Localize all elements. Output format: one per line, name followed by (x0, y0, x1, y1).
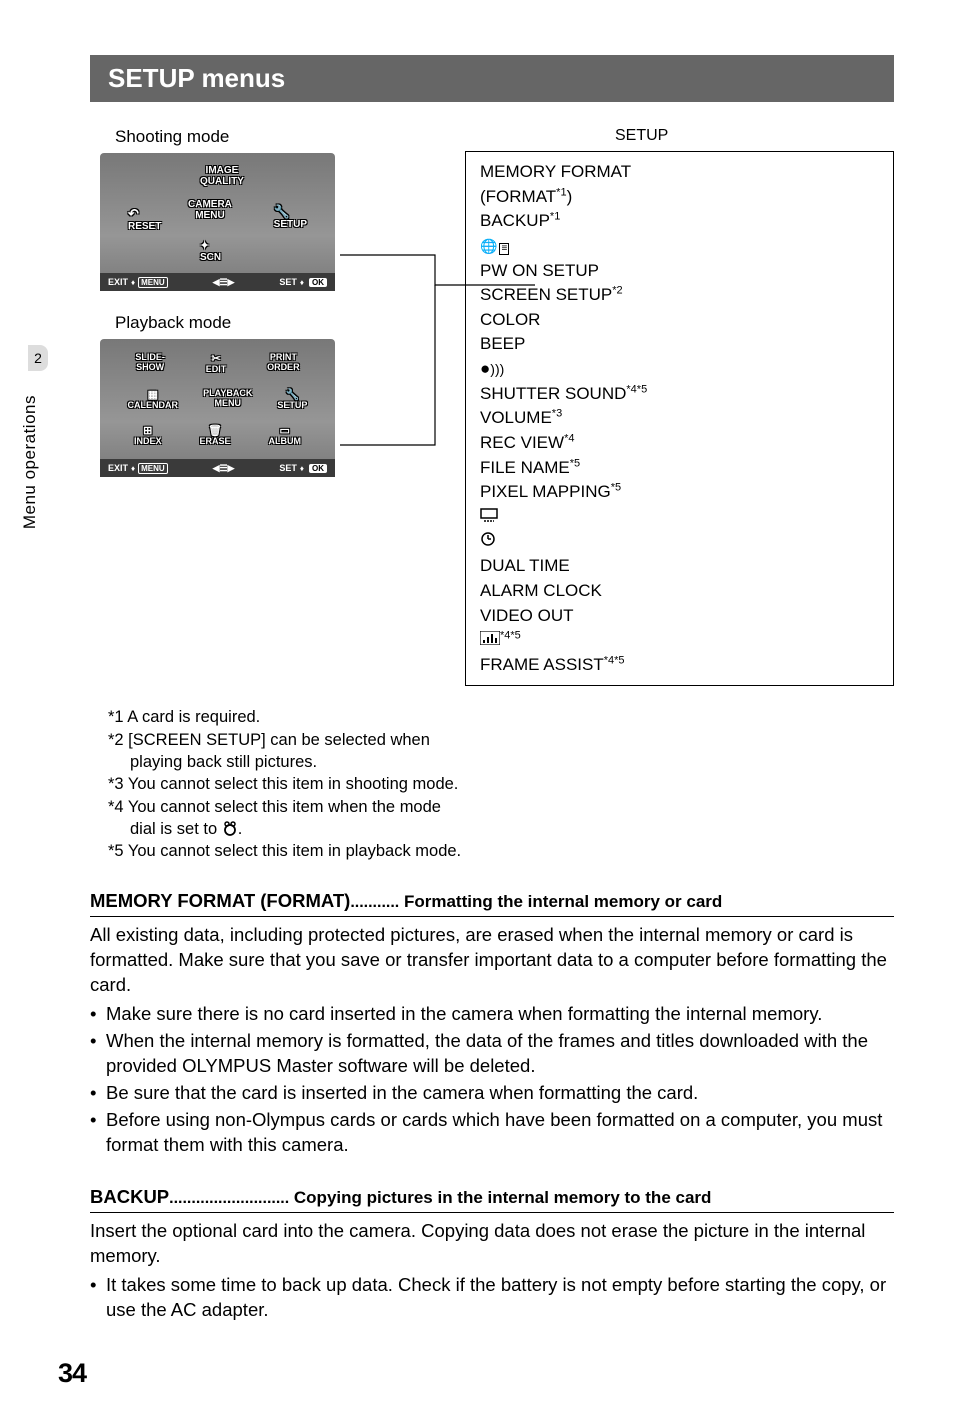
setup-item: FRAME ASSIST*4*5 (480, 653, 879, 678)
lcd-image-quality-icon: IMAGE QUALITY (200, 165, 244, 187)
lcd-album-icon: ▭ALBUM (268, 425, 301, 447)
playback-lcd-bottom-bar: EXIT♦MENU ◀☰▶ SET♦OK (100, 459, 335, 477)
setup-item: ALARM CLOCK (480, 579, 879, 604)
menu-box: MENU (138, 277, 168, 288)
setup-item: COLOR (480, 308, 879, 333)
backup-para: Insert the optional card into the camera… (90, 1219, 894, 1269)
chapter-number: 2 (34, 350, 42, 366)
setup-item: SCREEN SETUP*2 (480, 283, 879, 308)
playback-mode-label: Playback mode (115, 313, 440, 333)
shooting-lcd: IMAGE QUALITY ↶RESET CAMERA MENU 🔧SETUP … (100, 153, 335, 291)
bullet: •Be sure that the card is inserted in th… (90, 1081, 894, 1106)
memory-format-section: MEMORY FORMAT (FORMAT)........... Format… (90, 890, 894, 1158)
memory-format-heading: MEMORY FORMAT (FORMAT)........... Format… (90, 890, 894, 917)
setup-item-monitor-icon (480, 505, 879, 530)
ok-box-2: OK (309, 464, 327, 473)
setup-item: FILE NAME*5 (480, 456, 879, 481)
setup-item: VOLUME*3 (480, 406, 879, 431)
lcd-calendar-icon: ▦CALENDAR (128, 389, 179, 411)
setup-item-clock-icon (480, 530, 879, 555)
setup-item: MEMORY FORMAT (480, 160, 879, 185)
setup-item: BACKUP*1 (480, 209, 879, 234)
shooting-mode-label: Shooting mode (115, 127, 440, 147)
footnote-5: *5 You cannot select this item in playba… (108, 840, 894, 862)
bullet: •It takes some time to back up data. Che… (90, 1273, 894, 1323)
page-title: SETUP menus (108, 63, 285, 93)
lcd-print-order-icon: PRINT ORDER (267, 353, 300, 375)
lcd-erase-icon: 🗑ERASE (199, 425, 230, 447)
ok-box: OK (309, 278, 327, 287)
setup-item: VIDEO OUT (480, 604, 879, 629)
lcd-slideshow-icon: SLIDE- SHOW (135, 353, 165, 375)
lcd-playback-menu-icon: PLAYBACK MENU (203, 389, 252, 411)
lcd-edit-icon: ✂EDIT (206, 353, 227, 375)
setup-item-lang-icon: 🌐≡ (480, 234, 879, 259)
setup-item: PW ON SETUP (480, 259, 879, 284)
backup-body: Insert the optional card into the camera… (90, 1219, 894, 1323)
setup-menu-box: MEMORY FORMAT (FORMAT*1) BACKUP*1 🌐≡ PW … (465, 151, 894, 686)
setup-title: SETUP (615, 127, 894, 145)
setup-item: PIXEL MAPPING*5 (480, 480, 879, 505)
page-title-bar: SETUP menus (90, 55, 894, 102)
lcd-column: Shooting mode IMAGE QUALITY ↶RESET CAMER… (90, 127, 440, 686)
setup-item: (FORMAT*1) (480, 185, 879, 210)
lcd-setup2-icon: 🔧SETUP (277, 389, 307, 411)
setup-item: SHUTTER SOUND*4*5 (480, 382, 879, 407)
lcd-scn-icon: ✦SCN (200, 240, 221, 263)
lcd-setup-icon: 🔧SETUP (274, 205, 307, 230)
footnote-2b: playing back still pictures. (108, 751, 894, 773)
menu-box-2: MENU (138, 463, 168, 474)
footnote-3: *3 You cannot select this item in shooti… (108, 773, 894, 795)
setup-item-histogram-icon: *4*5 (480, 628, 879, 653)
footnote-4a: *4 You cannot select this item when the … (108, 796, 894, 818)
setup-item-sound-icon: ●))) (480, 357, 879, 382)
lcd-reset-icon: ↶RESET (128, 207, 161, 232)
lcd-index-icon: ⊞INDEX (134, 425, 162, 447)
chapter-tab: 2 (28, 345, 48, 371)
bullet: •When the internal memory is formatted, … (90, 1029, 894, 1079)
set-label: SET (279, 277, 297, 287)
lcd-camera-menu-icon: CAMERA MENU (188, 199, 232, 221)
playback-lcd: SLIDE- SHOW ✂EDIT PRINT ORDER ▦CALENDAR … (100, 339, 335, 477)
exit-label-2: EXIT (108, 463, 128, 473)
footnote-1: *1 A card is required. (108, 706, 894, 728)
memory-format-body: All existing data, including protected p… (90, 923, 894, 1158)
backup-heading: BACKUP........................... Copyin… (90, 1186, 894, 1213)
footnotes: *1 A card is required. *2 [SCREEN SETUP]… (108, 706, 894, 862)
side-section-label: Menu operations (20, 395, 40, 529)
set-label-2: SET (279, 463, 297, 473)
setup-item: REC VIEW*4 (480, 431, 879, 456)
nav-icon-2: ◀☰▶ (213, 463, 235, 474)
nav-icon: ◀☰▶ (213, 277, 235, 288)
diagram-row: Shooting mode IMAGE QUALITY ↶RESET CAMER… (90, 127, 894, 686)
backup-section: BACKUP........................... Copyin… (90, 1186, 894, 1323)
footnote-2a: *2 [SCREEN SETUP] can be selected when (108, 729, 894, 751)
bullet: •Before using non-Olympus cards or cards… (90, 1108, 894, 1158)
bullet: •Make sure there is no card inserted in … (90, 1002, 894, 1027)
footnote-4b: dial is set to . (108, 818, 894, 840)
memory-format-para: All existing data, including protected p… (90, 923, 894, 998)
setup-item: DUAL TIME (480, 554, 879, 579)
setup-column: SETUP MEMORY FORMAT (FORMAT*1) BACKUP*1 … (465, 127, 894, 686)
page-number: 34 (58, 1358, 954, 1389)
shooting-lcd-bottom-bar: EXIT♦MENU ◀☰▶ SET♦OK (100, 273, 335, 291)
exit-label: EXIT (108, 277, 128, 287)
setup-item: BEEP (480, 332, 879, 357)
